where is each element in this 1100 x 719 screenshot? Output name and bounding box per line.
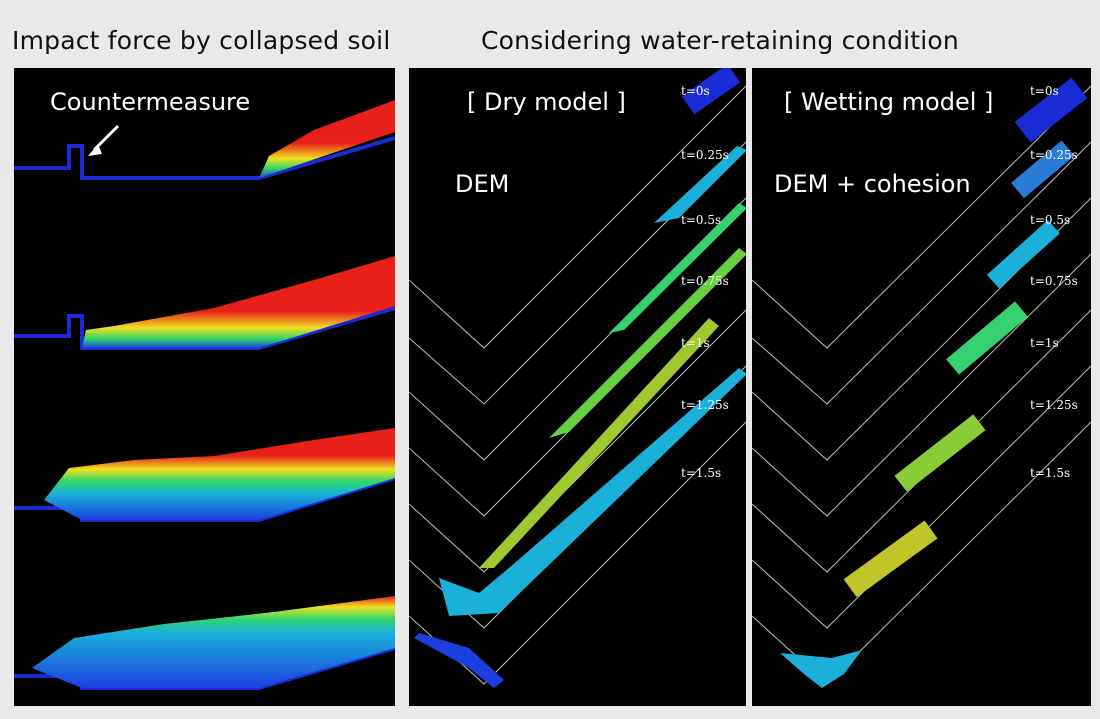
impact-force-title: Impact force by collapsed soil — [12, 26, 391, 55]
impact-simulation-panel: Countermeasure — [14, 68, 395, 706]
dry-time-label-1: t=0s — [681, 84, 710, 98]
impact-frame-1 — [14, 100, 395, 180]
impact-frame-2 — [14, 256, 395, 350]
wet-time-label-6: t=1.25s — [1030, 398, 1078, 412]
dry-model-image — [409, 68, 746, 688]
wet-time-label-4: t=0.75s — [1030, 274, 1078, 288]
water-retaining-title: Considering water-retaining condition — [481, 26, 959, 55]
dry-model-title: [ Dry model ] — [467, 88, 626, 116]
countermeasure-arrow — [88, 124, 120, 156]
wet-time-label-3: t=0.5s — [1030, 213, 1071, 227]
wetting-model-method: DEM + cohesion — [774, 170, 971, 198]
dry-model-panel: [ Dry model ] DEM t=0s t=0.25s t=0.5s t=… — [409, 68, 746, 706]
countermeasure-label: Countermeasure — [50, 88, 251, 116]
wet-soil-frames — [780, 77, 1088, 688]
dry-model-method: DEM — [455, 170, 510, 198]
dry-soil-frames — [414, 68, 746, 688]
dry-time-label-5: t=1s — [681, 336, 710, 350]
impact-frame-3 — [14, 428, 395, 522]
dry-time-label-4: t=0.75s — [681, 274, 729, 288]
wet-time-label-7: t=1.5s — [1030, 466, 1071, 480]
wetting-model-panel: [ Wetting model ] DEM + cohesion t=0s t=… — [752, 68, 1091, 706]
wet-time-label-2: t=0.25s — [1030, 148, 1078, 162]
dry-time-label-3: t=0.5s — [681, 213, 722, 227]
dry-time-label-6: t=1.25s — [681, 398, 729, 412]
dry-time-label-2: t=0.25s — [681, 148, 729, 162]
wet-time-label-1: t=0s — [1030, 84, 1059, 98]
wetting-model-image — [752, 77, 1091, 688]
impact-frame-4 — [14, 596, 395, 690]
dry-time-label-7: t=1.5s — [681, 466, 722, 480]
wet-time-label-5: t=1s — [1030, 336, 1059, 350]
impact-simulation-image — [14, 100, 395, 690]
wetting-model-title: [ Wetting model ] — [784, 88, 994, 116]
